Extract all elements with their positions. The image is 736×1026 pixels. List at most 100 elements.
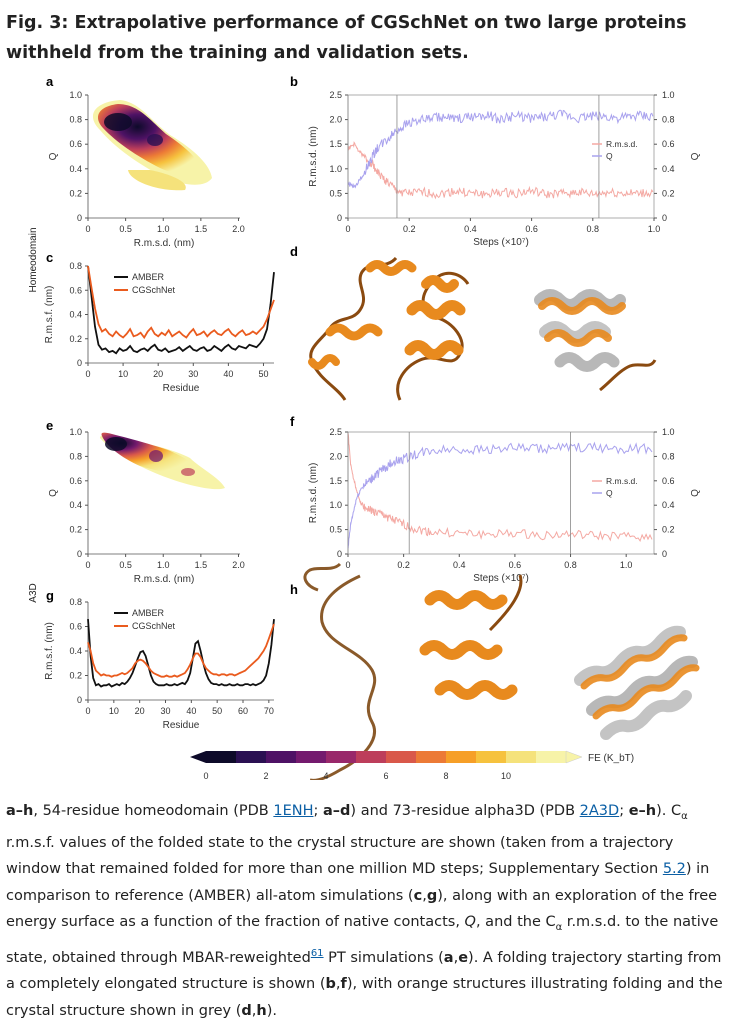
caption-reference-link[interactable]: 2A3D — [579, 803, 620, 819]
caption-reference-link[interactable]: 61 — [310, 948, 324, 960]
panel-a-xtick-label: 1.5 — [195, 224, 208, 234]
structure-d-elongated — [308, 256, 417, 401]
panel-a-heatmap — [92, 100, 212, 191]
panel-g-xtick-label: 60 — [238, 706, 248, 716]
panel-g-series-0 — [87, 619, 275, 688]
caption-text-segment: ) and 73-residue alpha3D (PDB — [350, 803, 580, 819]
panel-letter-e: e — [46, 418, 53, 433]
panel-f-ylabel-right: Q — [690, 489, 701, 497]
panel-e-heatmap — [100, 432, 225, 490]
colorbar-segment — [206, 751, 237, 763]
panel-b-series-1 — [347, 109, 654, 189]
panel-c-xtick-label: 20 — [153, 369, 163, 379]
panel-f-legend-label: Q — [606, 488, 613, 498]
panel-b-ytick-right-label: 0.8 — [662, 115, 675, 125]
colorbar-segment — [476, 751, 507, 763]
figure-caption: a–h, 54-residue homeodomain (PDB 1ENH; a… — [6, 798, 732, 1024]
panel-g-ytick-label: 0.2 — [69, 671, 82, 681]
caption-text-segment: a — [443, 950, 454, 967]
panel-b-xtick-label: 0.6 — [525, 224, 538, 234]
colorbar-tick-label: 6 — [383, 771, 388, 780]
panel-c-ytick-label: 0.6 — [69, 285, 82, 295]
panel-e-fes: 0 0.5 1.0 1.5 2.0 0 0.2 0.4 0.6 0.8 1.0 R.m.s.d. (n… — [48, 427, 245, 585]
panel-a-ylabel: Q — [48, 152, 59, 160]
panel-g-ytick-label: 0.4 — [69, 646, 82, 656]
panel-e-xlabel: R.m.s.d. (nm) — [134, 574, 195, 585]
panel-b-ylabel-right: Q — [690, 152, 701, 160]
panel-f-xtick-label: 1.0 — [620, 560, 633, 570]
panel-c-ytick-label: 0 — [77, 358, 82, 368]
panel-b-ytick-right-label: 0.4 — [662, 164, 675, 174]
colorbar-label: FE (K_bT) — [588, 753, 634, 764]
colorbar-segment — [536, 751, 567, 763]
panel-g-ytick-label: 0.6 — [69, 622, 82, 632]
caption-text-segment: r.m.s.d. to the native state, obtained t… — [6, 914, 719, 967]
panel-e-axes: 0 0.5 1.0 1.5 2.0 0 0.2 0.4 0.6 0.8 1.0 R.m.s.d. (n… — [48, 427, 245, 585]
colorbar-segment — [506, 751, 537, 763]
panel-a-ytick-label: 1.0 — [69, 90, 82, 100]
panel-e-xtick-label: 1.5 — [195, 560, 208, 570]
caption-text-segment: ; — [619, 803, 629, 819]
caption-text-segment: α — [681, 810, 688, 822]
panel-letter-f: f — [290, 414, 295, 429]
colorbar-segment — [386, 751, 417, 763]
panel-f-ytick-left-label: 2.5 — [329, 427, 342, 437]
caption-text-segment: ). C — [656, 803, 682, 819]
panel-b-legend-label: R.m.s.d. — [606, 139, 638, 149]
panel-e-ytick-label: 0.4 — [69, 500, 82, 510]
panel-c-xtick-label: 10 — [118, 369, 128, 379]
panel-c-ylabel: R.m.s.f. (nm) — [44, 286, 55, 344]
panel-e-ytick-label: 0.2 — [69, 525, 82, 535]
caption-text-segment: f — [340, 976, 347, 993]
panel-c-legend-label: CGSchNet — [132, 285, 176, 295]
colorbar: 0 2 4 6 8 10 FE (K_bT) — [190, 750, 634, 780]
panel-c-xlabel: Residue — [163, 383, 200, 394]
caption-text-segment: r.m.s.f. values of the folded state to t… — [6, 835, 674, 878]
panel-c-series-1 — [87, 265, 275, 340]
caption-text-segment: PT simulations ( — [323, 950, 444, 967]
colorbar-arrow-right — [565, 750, 583, 764]
panel-e-ytick-label: 0.8 — [69, 451, 82, 461]
panel-b-plot: 0 0.2 0.4 0.6 0.8 1.000.51.01.52.02.500.20.40… — [308, 90, 701, 248]
panel-f-ytick-left-label: 2.0 — [329, 451, 342, 461]
panel-g-rmsf: 0 10 20 30 40 50 60 70 0 0.2 0.4 0.6 0.8 Residue R.m.s… — [44, 597, 275, 731]
panel-e-xtick-label: 0 — [85, 560, 90, 570]
panel-g-xtick-label: 10 — [109, 706, 119, 716]
panel-b-series-0 — [347, 141, 654, 200]
caption-text-segment: h — [256, 1002, 267, 1019]
row-label-homeodomain: Homeodomain — [28, 227, 39, 292]
panel-b-xtick-label: 0.4 — [464, 224, 477, 234]
caption-reference-link[interactable]: 5.2 — [662, 861, 686, 878]
panel-e-xtick-label: 1.0 — [157, 560, 170, 570]
panel-letter-c: c — [46, 250, 53, 265]
colorbar-segment — [266, 751, 297, 763]
panel-g-xtick-label: 40 — [186, 706, 196, 716]
panel-letter-h: h — [290, 582, 298, 597]
panel-g-series-1 — [87, 623, 275, 678]
panel-h-structures — [303, 562, 700, 780]
caption-text-segment: ). — [266, 1002, 278, 1019]
panel-f-ytick-left-label: 1.5 — [329, 476, 342, 486]
panel-f-series-1 — [347, 441, 653, 549]
panel-e-ytick-label: 0 — [77, 549, 82, 559]
colorbar-tick-label: 8 — [443, 771, 448, 780]
panel-g-plot: 0 10 20 30 40 50 60 70 0 0.2 0.4 0.6 0.8 Residue R.m.s… — [44, 597, 275, 731]
structure-h-elongated — [303, 562, 377, 780]
caption-text-segment: , and the C — [475, 914, 556, 931]
caption-text-segment: Q — [464, 914, 476, 931]
structure-d-folded-overlay — [534, 289, 657, 392]
panel-b-ytick-right-label: 0.6 — [662, 139, 675, 149]
colorbar-segment — [416, 751, 447, 763]
panel-f-ytick-right-label: 1.0 — [662, 427, 675, 437]
panel-b-ytick-right-label: 0.2 — [662, 188, 675, 198]
panel-a-xtick-label: 1.0 — [157, 224, 170, 234]
panel-c-xtick-label: 0 — [85, 369, 90, 379]
panel-letter-g: g — [46, 588, 54, 603]
colorbar-tick-label: 0 — [203, 771, 208, 780]
panel-f-xtick-label: 0 — [345, 560, 350, 570]
panel-c-xtick-label: 30 — [188, 369, 198, 379]
panel-a-xtick-label: 0.5 — [119, 224, 132, 234]
caption-reference-link[interactable]: 1ENH — [273, 803, 314, 819]
panel-g-xtick-label: 0 — [85, 706, 90, 716]
caption-text-segment: ) in comparison to reference (AMBER) all… — [6, 861, 710, 904]
